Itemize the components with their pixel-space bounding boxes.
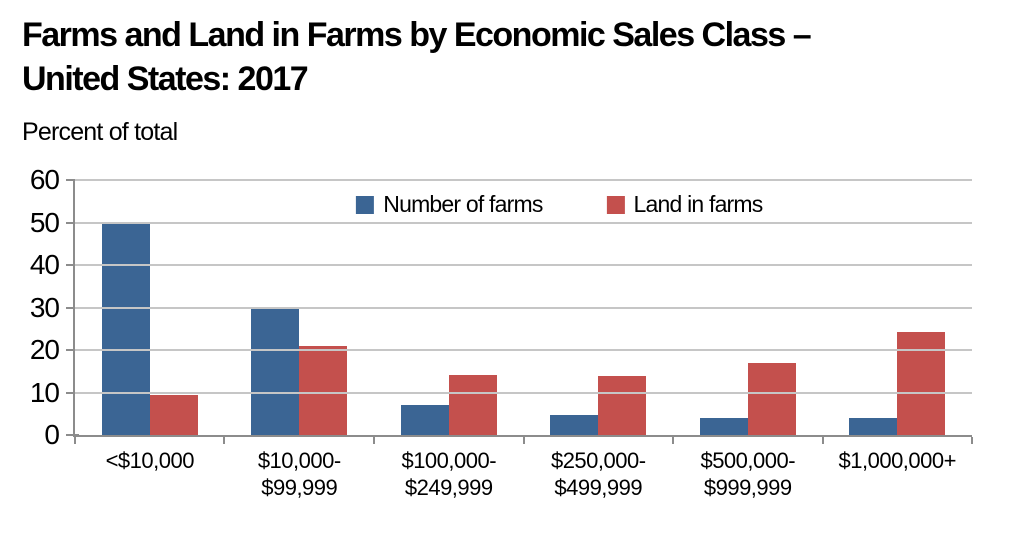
x-tick-mark [821,437,824,444]
gridline-60 [75,179,972,181]
legend-label-number-of-farms: Number of farms [383,191,543,217]
chart-body: 0 10 20 30 40 50 60 Number of farms Land in fa… [0,166,1024,449]
y-tick-mark-20 [66,349,79,351]
y-tick-mark-0 [66,434,79,436]
chart-title-line2: United States: 2017 [22,60,309,98]
gridline-20 [75,349,972,351]
y-tick-mark-60 [66,179,79,181]
y-tick-mark-50 [66,221,79,224]
x-axis-label: $250,000- $499,999 [550,448,646,500]
y-tick-mark-10 [66,391,79,394]
legend-item-number-of-farms: Number of farms [356,191,543,218]
gridline-50 [75,221,972,224]
x-axis-label: $500,000- $999,999 [700,448,796,500]
y-tick-label-50: 50 [29,206,60,238]
y-tick-mark-30 [66,306,79,309]
y-tick-label-60: 60 [29,164,60,195]
y-axis-unit-label: Percent of total [22,118,178,146]
bar-group [225,180,375,435]
bar-group [374,180,524,435]
x-tick-mark [971,437,973,444]
gridline-10 [75,391,972,394]
bar-number-of-farms [400,405,449,435]
gridline-40 [75,264,972,266]
bar-number-of-farms [550,415,599,435]
legend: Number of farms Land in farms [356,191,764,218]
legend-swatch-number-of-farms [356,195,375,214]
legend-label-land-in-farms: Land in farms [633,191,764,217]
x-tick-mark [223,437,226,444]
bar-groups [75,180,972,435]
chart-title: Farms and Land in Farms by Economic Sale… [22,13,1024,101]
legend-swatch-land-in-farms [606,195,625,214]
bar-land-in-farms [448,374,497,435]
x-axis-label: $100,000- $249,999 [401,448,497,500]
bar-land-in-farms [747,362,796,435]
y-tick-label-0: 0 [44,419,60,450]
x-axis-label: $1,000,000+ [838,448,957,473]
bar-number-of-farms [251,307,300,435]
bar-chart: 0 10 20 30 40 50 60 Number of farms Land in fa… [0,166,1024,501]
bar-group [75,180,225,435]
x-axis-label: $10,000- $99,999 [257,448,341,500]
bar-land-in-farms [149,394,198,435]
x-tick-mark [372,437,375,444]
bar-land-in-farms [897,331,946,435]
bar-land-in-farms [598,375,647,435]
plot-area: Number of farms Land in farms [73,179,973,444]
y-tick-label-40: 40 [29,249,60,280]
x-axis-labels: <$10,000 $10,000- $99,999 $100,000- $249,999… [75,437,972,501]
x-tick-mark [74,437,76,444]
bar-number-of-farms [699,418,748,435]
x-axis-label: <$10,000 [105,448,195,473]
y-tick-label-10: 10 [29,376,60,408]
y-tick-mark-40 [66,264,79,266]
bar-group [524,180,674,435]
bar-group [673,180,823,435]
x-tick-mark [671,437,674,444]
bar-number-of-farms [849,418,898,435]
gridline-30 [75,306,972,309]
y-tick-label-30: 30 [29,291,60,323]
bar-land-in-farms [299,345,348,435]
x-tick-mark [522,437,525,444]
y-tick-label-20: 20 [29,334,60,365]
bar-group [823,180,973,435]
chart-title-line1: Farms and Land in Farms by Economic Sale… [22,16,812,54]
bar-number-of-farms [101,222,150,435]
y-axis: 0 10 20 30 40 50 60 [0,166,79,449]
legend-item-land-in-farms: Land in farms [606,191,764,218]
